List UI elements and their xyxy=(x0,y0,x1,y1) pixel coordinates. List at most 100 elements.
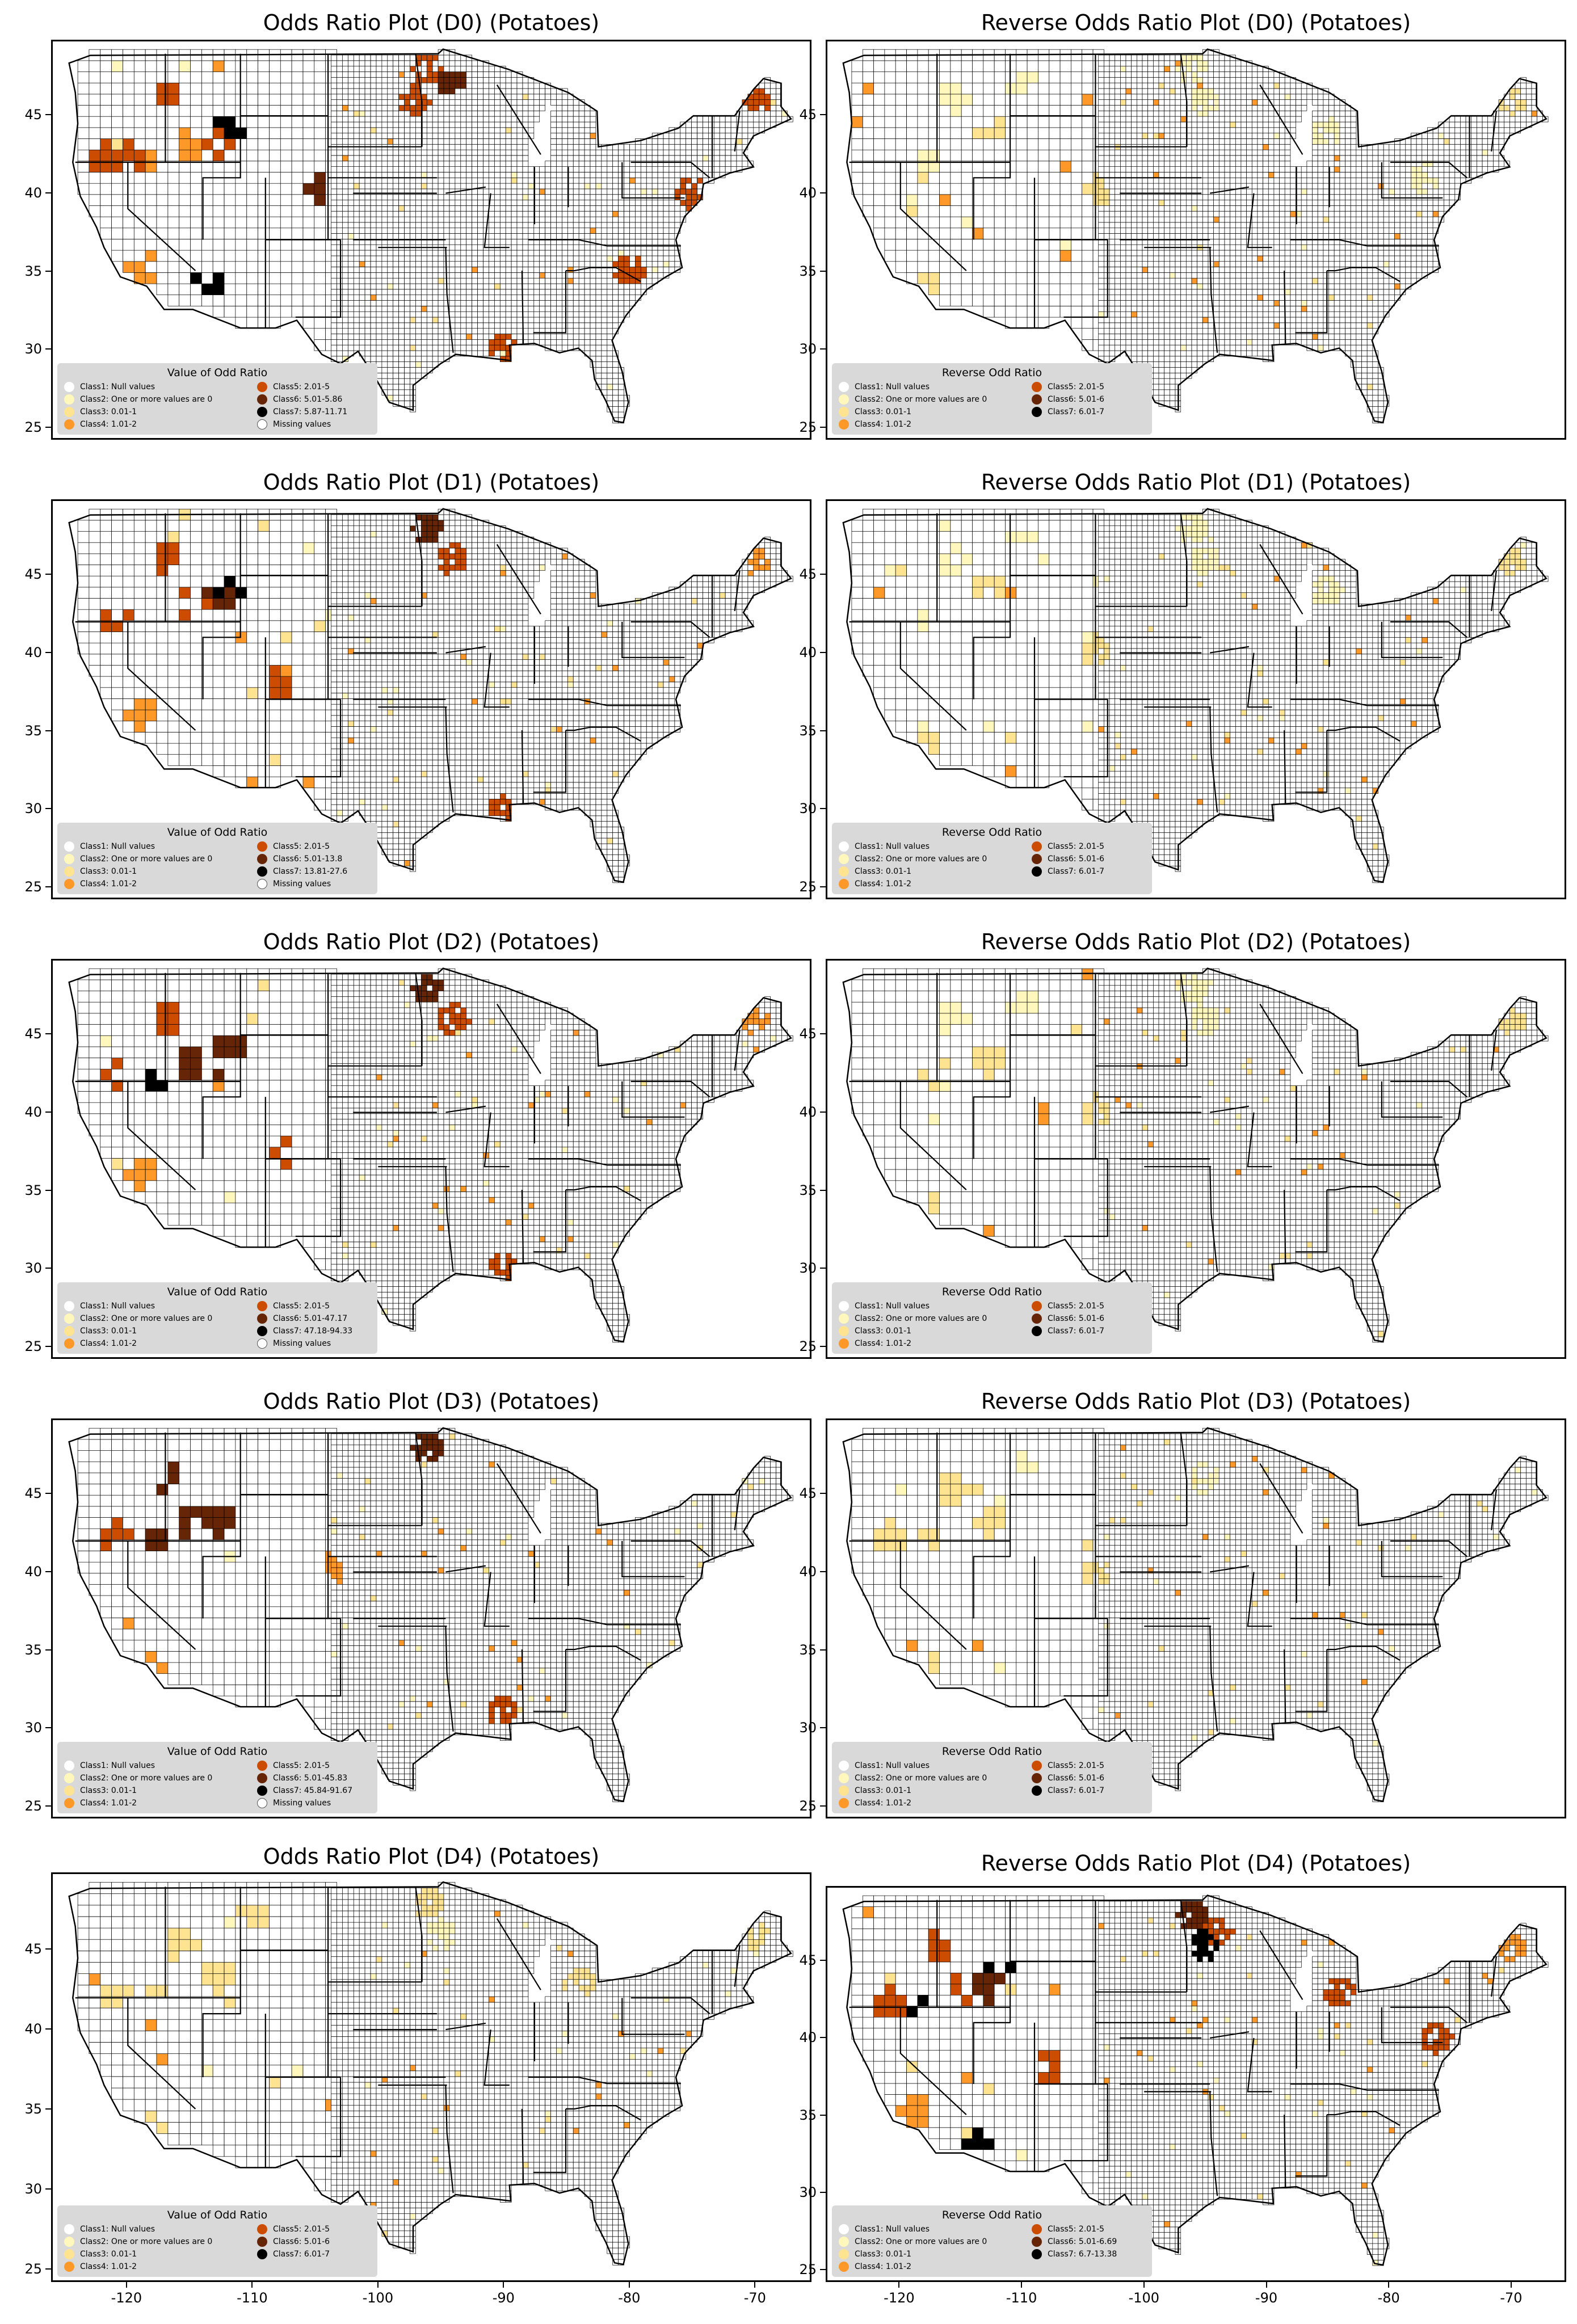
county-cell xyxy=(939,183,951,195)
county-cell xyxy=(1147,222,1154,229)
county-cell xyxy=(1115,216,1121,223)
county-cell xyxy=(1137,205,1143,212)
county-cell xyxy=(1153,88,1159,95)
county-cell xyxy=(1104,344,1110,351)
county-cell xyxy=(917,261,929,273)
county-cell xyxy=(1038,239,1050,251)
county-cell xyxy=(1131,250,1137,256)
county-cell xyxy=(939,138,951,150)
county-cell xyxy=(1137,177,1143,184)
county-cell xyxy=(1153,166,1159,172)
county-cell xyxy=(1109,188,1116,195)
county-cell xyxy=(1098,105,1104,111)
county-cell xyxy=(1027,205,1038,217)
county-cell xyxy=(1158,306,1165,312)
county-cell xyxy=(906,205,918,217)
county-cell xyxy=(1098,205,1104,212)
county-cell xyxy=(950,116,962,128)
county-cell xyxy=(1164,205,1170,212)
county-cell xyxy=(1049,216,1061,229)
county-cell xyxy=(961,228,973,239)
county-cell xyxy=(1147,133,1154,139)
county-cell xyxy=(950,194,962,206)
county-cell xyxy=(1098,166,1104,172)
county-cell xyxy=(1120,334,1126,340)
county-cell xyxy=(1082,216,1094,229)
county-cell xyxy=(1137,166,1143,172)
county-cell xyxy=(1158,272,1165,279)
county-cell xyxy=(1082,272,1094,284)
county-cell xyxy=(950,138,962,150)
county-cell xyxy=(1120,133,1126,139)
county-cell xyxy=(1125,54,1132,61)
county-cell xyxy=(1137,210,1143,217)
map-frame: Reverse Odd Ratio Class1: Null values Clas… xyxy=(826,40,1566,440)
county-cell xyxy=(1147,344,1154,351)
county-cell xyxy=(1158,71,1165,78)
county-cell xyxy=(1125,133,1132,139)
county-cell xyxy=(884,205,896,217)
county-cell xyxy=(939,272,951,284)
county-cell xyxy=(950,261,962,273)
county-cell xyxy=(1131,334,1137,340)
county-cell xyxy=(1147,155,1154,162)
county-cell xyxy=(1120,66,1126,72)
county-cell xyxy=(1142,356,1149,362)
county-cell xyxy=(1115,105,1121,111)
county-cell xyxy=(1115,99,1121,106)
county-cell xyxy=(1125,328,1132,334)
county-cell xyxy=(906,60,918,72)
county-cell xyxy=(1131,60,1137,67)
county-cell xyxy=(1153,356,1159,362)
county-cell xyxy=(1137,322,1143,329)
county-cell xyxy=(1104,228,1110,234)
county-cell xyxy=(972,261,984,273)
county-cell xyxy=(1098,66,1104,72)
county-cell xyxy=(1038,261,1050,273)
county-cell xyxy=(1038,272,1050,284)
county-cell xyxy=(961,250,973,262)
county-cell xyxy=(1059,116,1071,128)
county-cell xyxy=(983,194,995,206)
county-cell xyxy=(1071,250,1083,262)
county-cell xyxy=(1059,228,1071,239)
county-cell xyxy=(950,283,962,296)
county-cell xyxy=(1115,322,1121,329)
county-cell xyxy=(1109,60,1116,67)
county-cell xyxy=(1147,166,1154,172)
county-cell xyxy=(1153,116,1159,123)
county-cell xyxy=(1147,339,1154,346)
county-cell xyxy=(928,82,940,95)
county-cell xyxy=(1071,228,1083,239)
county-cell xyxy=(917,194,929,206)
county-cell xyxy=(1131,272,1137,279)
county-cell xyxy=(1153,161,1159,167)
county-cell xyxy=(994,94,1006,106)
county-cell xyxy=(1142,88,1149,95)
county-cell xyxy=(983,149,995,162)
county-cell xyxy=(1104,110,1110,117)
county-cell xyxy=(1137,127,1143,133)
county-cell xyxy=(1098,233,1104,239)
county-cell xyxy=(1153,367,1159,373)
county-cell xyxy=(1131,105,1137,111)
county-cell xyxy=(994,294,1006,306)
county-cell xyxy=(1059,205,1071,217)
county-cell xyxy=(1038,71,1050,83)
county-cell xyxy=(1005,272,1017,284)
county-cell xyxy=(1158,183,1165,190)
county-cell xyxy=(862,183,874,195)
county-cell xyxy=(1027,272,1038,284)
county-cell xyxy=(1153,99,1159,106)
county-cell xyxy=(1109,334,1116,340)
county-cell xyxy=(1131,177,1137,184)
county-cell xyxy=(1125,334,1132,340)
county-cell xyxy=(1142,334,1149,340)
county-cell xyxy=(972,149,984,162)
county-cell xyxy=(1109,71,1116,78)
county-cell xyxy=(928,261,940,273)
county-cell xyxy=(1137,161,1143,167)
county-cell xyxy=(1016,250,1028,262)
county-cell xyxy=(1142,267,1149,273)
county-cell xyxy=(1153,294,1159,301)
